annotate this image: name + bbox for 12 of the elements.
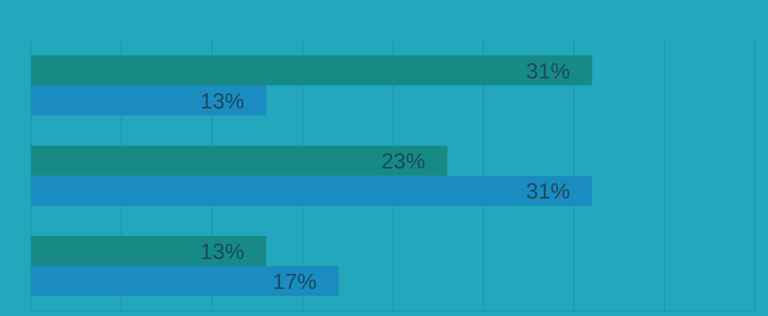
data-label: 23% xyxy=(381,148,426,174)
data-label: 31% xyxy=(526,58,570,84)
bar xyxy=(31,55,592,86)
data-label: 13% xyxy=(200,239,244,264)
bar xyxy=(31,85,266,116)
data-label: 31% xyxy=(526,178,570,204)
bar xyxy=(31,146,448,176)
bar xyxy=(31,266,339,296)
data-label: 13% xyxy=(200,88,244,114)
bar xyxy=(31,176,592,206)
bar xyxy=(31,236,266,266)
data-label: 17% xyxy=(272,269,317,294)
